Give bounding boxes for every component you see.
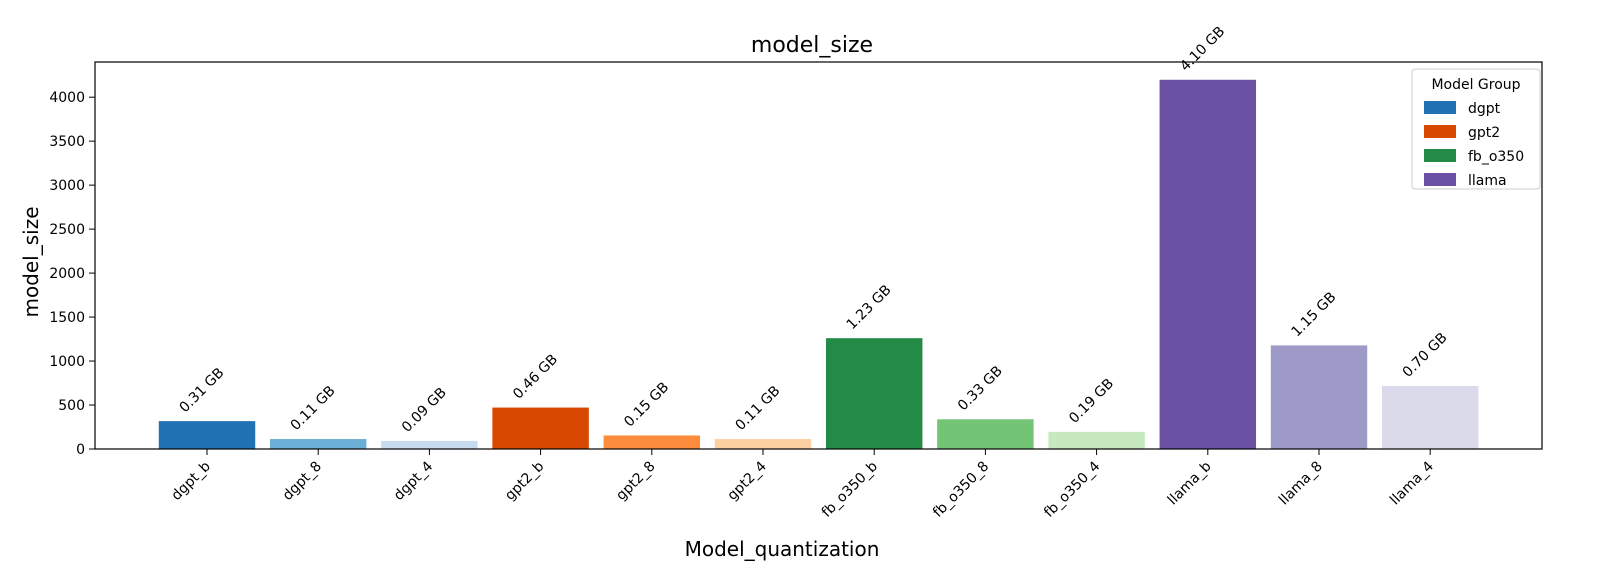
legend-title: Model Group [1431, 77, 1520, 93]
x-tick-label: llama_8 [1276, 459, 1326, 509]
y-tick-label: 0 [76, 442, 85, 458]
y-tick-label: 3000 [49, 178, 85, 194]
data-label: 0.19 GB [1066, 376, 1117, 427]
bar-gpt2_4 [714, 439, 812, 449]
chart-title: model_size [751, 33, 873, 58]
bar-llama_b [1159, 79, 1257, 449]
x-tick-label: fb_o350_8 [930, 459, 992, 521]
axes-frame [94, 61, 1543, 450]
x-tick-label: dgpt_4 [391, 458, 436, 503]
bar-gpt2_8 [603, 435, 701, 449]
legend-swatch-gpt2 [1424, 125, 1456, 138]
bar-fb_o350_8 [937, 419, 1034, 449]
y-tick-label: 1500 [49, 310, 85, 326]
y-tick-label: 1000 [49, 354, 85, 370]
data-label: 0.11 GB [733, 383, 784, 434]
data-label: 0.70 GB [1400, 330, 1451, 381]
x-tick-label: llama_b [1165, 458, 1215, 508]
y-tick-label: 2000 [49, 266, 85, 282]
data-label: 0.31 GB [177, 365, 228, 416]
bar-fb_o350_4 [1048, 431, 1145, 449]
bar-fb_o350_b [825, 338, 923, 449]
plot-area: 0 500 1000 1500 2000 2500 3000 3500 4000 dgpt_b 0.… [49, 24, 1543, 521]
y-tick-label: 500 [58, 398, 85, 414]
data-label: 4.10 GB [1177, 24, 1228, 75]
y-axis-title: model_size [19, 206, 43, 317]
data-label: 0.09 GB [399, 385, 450, 436]
x-tick-label: dgpt_b [169, 458, 214, 503]
legend-swatch-llama [1424, 173, 1456, 186]
bar-dgpt_8 [269, 439, 367, 449]
y-tick-label: 3500 [49, 134, 85, 150]
bar-llama_8 [1270, 345, 1368, 449]
bar-gpt2_b [492, 407, 589, 449]
data-label: 0.11 GB [288, 383, 339, 434]
bar-dgpt_4 [381, 440, 478, 449]
data-label: 1.23 GB [844, 282, 895, 333]
x-tick-label: gpt2_4 [725, 458, 770, 503]
data-label: 0.15 GB [621, 379, 672, 430]
legend-label-llama: llama [1468, 173, 1507, 189]
y-tick-label: 4000 [49, 90, 85, 106]
legend-label-gpt2: gpt2 [1468, 125, 1500, 141]
x-tick-label: llama_4 [1387, 458, 1437, 508]
y-tick-label: 2500 [49, 222, 85, 238]
legend-swatch-fb_o350 [1424, 149, 1456, 162]
x-tick-label: dgpt_8 [280, 459, 325, 504]
data-label: 1.15 GB [1289, 289, 1340, 340]
bar-dgpt_b [158, 421, 256, 449]
data-label: 0.33 GB [955, 363, 1006, 414]
x-tick-label: gpt2_b [502, 458, 547, 503]
x-tick-label: fb_o350_b [819, 458, 881, 520]
data-label: 0.46 GB [510, 351, 561, 402]
x-tick-label: fb_o350_4 [1041, 458, 1103, 520]
legend-label-dgpt: dgpt [1468, 101, 1501, 117]
x-axis-title: Model_quantization [685, 537, 880, 561]
legend-swatch-dgpt [1424, 101, 1456, 114]
x-tick-label: gpt2_8 [613, 459, 658, 504]
legend-label-fb_o350: fb_o350 [1468, 149, 1524, 165]
bar-llama_4 [1381, 385, 1479, 449]
